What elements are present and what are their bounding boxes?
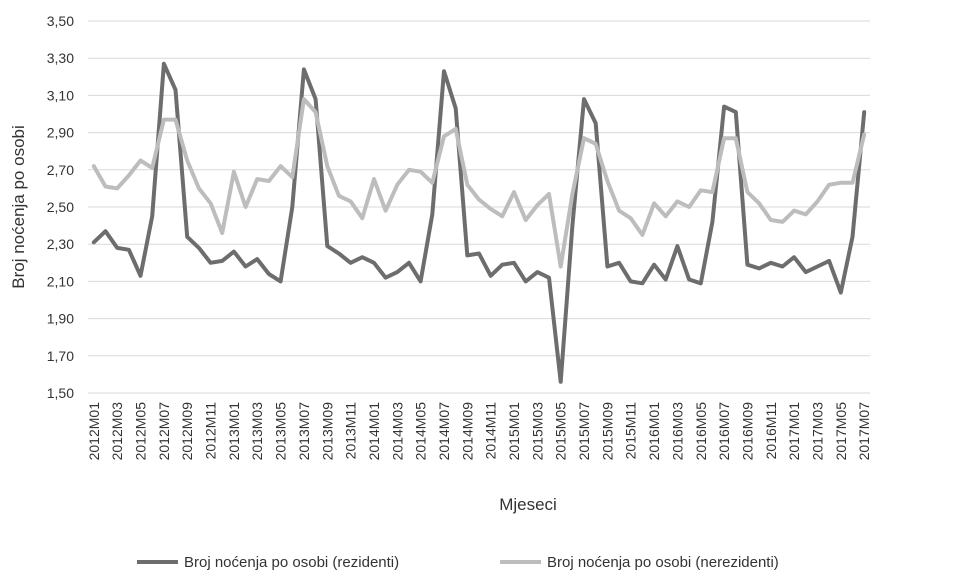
x-tick-label: 2016M05 [693,402,709,461]
x-tick-label: 2017M01 [786,402,802,461]
x-tick-label: 2015M09 [599,402,615,461]
x-tick-label: 2016M07 [716,402,732,461]
x-tick-label: 2016M03 [669,402,685,461]
x-tick-label: 2014M01 [366,402,382,461]
grid-lines [88,20,870,394]
x-tick-label: 2015M03 [529,402,545,461]
y-tick-label: 2,10 [47,273,74,289]
x-tick-label: 2012M05 [133,402,149,461]
y-tick-label: 2,70 [47,162,74,178]
series-line-nerezidenti [91,97,867,269]
x-tick-label: 2017M05 [833,402,849,461]
legend-label-rezidenti: Broj noćenja po osobi (rezidenti) [184,554,399,571]
x-axis-title: Mjeseci [499,495,557,514]
x-tick-label: 2015M11 [623,402,639,460]
y-tick-label: 1,50 [47,385,74,401]
series-layer [91,61,867,384]
y-tick-label: 2,30 [47,236,74,252]
x-tick-label: 2012M07 [156,402,172,461]
x-tick-label: 2014M09 [459,402,475,461]
x-tick-label: 2013M01 [226,402,242,461]
x-tick-label: 2015M01 [506,402,522,461]
x-tick-label: 2013M05 [273,402,289,461]
x-tick-label: 2012M09 [179,402,195,461]
y-axis-title: Broj noćenja po osobi [9,125,28,289]
legend: Broj noćenja po osobi (rezidenti) Broj n… [137,554,779,571]
y-tick-label: 3,30 [47,50,74,66]
x-tick-label: 2012M11 [203,402,219,460]
y-tick-label: 2,90 [47,125,74,141]
y-tick-label: 3,50 [47,13,74,29]
y-tick-label: 1,70 [47,348,74,364]
x-tick-label: 2012M01 [86,402,102,461]
series-line-rezidenti [91,61,867,384]
x-tick-label: 2013M11 [343,402,359,460]
x-tick-label: 2013M03 [249,402,265,461]
x-tick-label: 2016M09 [739,402,755,461]
x-tick-label: 2016M11 [763,402,779,460]
x-tick-label: 2016M01 [646,402,662,461]
x-tick-label: 2014M07 [436,402,452,461]
y-tick-label: 3,10 [47,87,74,103]
x-tick-label: 2015M05 [553,402,569,461]
x-tick-label: 2013M09 [319,402,335,461]
x-tick-label: 2014M11 [483,402,499,460]
x-tick-label: 2017M07 [856,402,872,461]
y-axis-tick-labels: 1,50 1,70 1,90 2,10 2,30 2,50 2,70 2,90 3,10 3,30… [47,13,74,401]
y-tick-label: 1,90 [47,311,74,327]
x-tick-label: 2013M07 [296,402,312,461]
y-tick-label: 2,50 [47,199,74,215]
x-tick-label: 2012M03 [109,402,125,461]
legend-label-nerezidenti: Broj noćenja po osobi (nerezidenti) [547,554,779,571]
x-tick-label: 2017M03 [809,402,825,461]
x-tick-label: 2015M07 [576,402,592,461]
x-tick-label: 2014M03 [389,402,405,461]
x-axis-tick-labels: 2012M01 2012M03 2012M05 2012M07 2012M09 2012M… [86,402,872,461]
x-tick-label: 2014M05 [413,402,429,461]
